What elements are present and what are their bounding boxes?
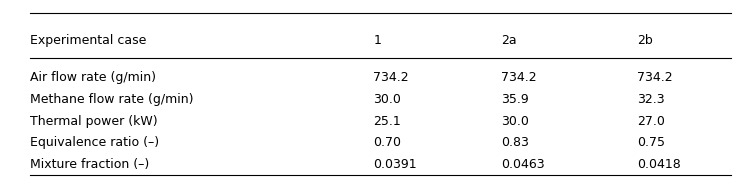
Text: 2b: 2b — [637, 33, 653, 47]
Text: 1: 1 — [373, 33, 381, 47]
Text: 734.2: 734.2 — [637, 71, 673, 84]
Text: 0.0463: 0.0463 — [501, 158, 545, 171]
Text: 30.0: 30.0 — [501, 114, 529, 128]
Text: Mixture fraction (–): Mixture fraction (–) — [30, 158, 149, 171]
Text: 0.75: 0.75 — [637, 136, 665, 149]
Text: 0.0418: 0.0418 — [637, 158, 681, 171]
Text: Methane flow rate (g/min): Methane flow rate (g/min) — [30, 93, 194, 106]
Text: 35.9: 35.9 — [501, 93, 529, 106]
Text: Thermal power (kW): Thermal power (kW) — [30, 114, 158, 128]
Text: 30.0: 30.0 — [373, 93, 401, 106]
Text: 734.2: 734.2 — [373, 71, 409, 84]
Text: 0.83: 0.83 — [501, 136, 529, 149]
Text: 0.70: 0.70 — [373, 136, 401, 149]
Text: 734.2: 734.2 — [501, 71, 537, 84]
Text: Air flow rate (g/min): Air flow rate (g/min) — [30, 71, 156, 84]
Text: 25.1: 25.1 — [373, 114, 401, 128]
Text: 0.0391: 0.0391 — [373, 158, 417, 171]
Text: Equivalence ratio (–): Equivalence ratio (–) — [30, 136, 159, 149]
Text: 27.0: 27.0 — [637, 114, 665, 128]
Text: 32.3: 32.3 — [637, 93, 665, 106]
Text: 2a: 2a — [501, 33, 517, 47]
Text: Experimental case: Experimental case — [30, 33, 146, 47]
